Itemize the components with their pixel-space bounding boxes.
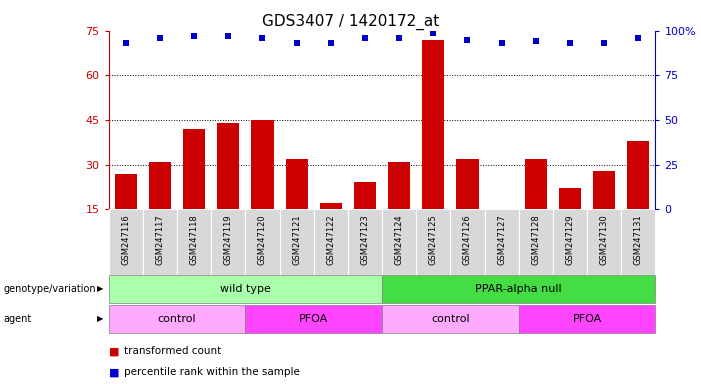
Bar xyxy=(451,209,484,275)
Bar xyxy=(285,159,308,254)
Point xyxy=(360,35,371,41)
Bar xyxy=(245,209,280,275)
Text: GSM247120: GSM247120 xyxy=(258,215,267,265)
Point xyxy=(599,40,610,46)
Point xyxy=(633,35,644,41)
Text: GSM247130: GSM247130 xyxy=(599,215,608,265)
Text: GSM247126: GSM247126 xyxy=(463,215,472,265)
Text: transformed count: transformed count xyxy=(124,346,222,356)
Text: GSM247125: GSM247125 xyxy=(429,215,438,265)
Bar xyxy=(280,209,314,275)
Text: GSM247129: GSM247129 xyxy=(566,215,575,265)
Text: GSM247123: GSM247123 xyxy=(360,215,369,265)
Point xyxy=(462,36,473,43)
Bar xyxy=(109,209,143,275)
Point xyxy=(564,40,576,46)
Text: GSM247117: GSM247117 xyxy=(156,215,165,265)
Bar xyxy=(593,170,615,254)
Bar xyxy=(621,209,655,275)
Bar xyxy=(456,159,479,254)
Bar xyxy=(217,123,239,254)
Text: GSM247118: GSM247118 xyxy=(189,215,198,265)
Bar xyxy=(320,204,342,254)
Point xyxy=(496,40,508,46)
Point xyxy=(325,40,336,46)
Bar xyxy=(388,162,410,254)
Text: GSM247121: GSM247121 xyxy=(292,215,301,265)
Point xyxy=(428,30,439,36)
Bar xyxy=(422,40,444,254)
Bar xyxy=(525,159,547,254)
Text: ■: ■ xyxy=(109,367,119,377)
Bar xyxy=(491,212,512,254)
Text: GSM247116: GSM247116 xyxy=(121,215,130,265)
Bar xyxy=(587,209,621,275)
Point xyxy=(393,35,404,41)
Bar xyxy=(382,209,416,275)
Bar xyxy=(211,209,245,275)
Bar xyxy=(416,209,451,275)
Bar xyxy=(183,129,205,254)
Text: GSM247124: GSM247124 xyxy=(395,215,404,265)
Text: agent: agent xyxy=(4,314,32,324)
Text: PFOA: PFOA xyxy=(299,314,328,324)
Bar xyxy=(354,182,376,254)
Bar xyxy=(627,141,649,254)
Bar xyxy=(314,209,348,275)
Text: percentile rank within the sample: percentile rank within the sample xyxy=(124,367,300,377)
Text: wild type: wild type xyxy=(220,284,271,294)
Text: PPAR-alpha null: PPAR-alpha null xyxy=(475,284,562,294)
Text: control: control xyxy=(158,314,196,324)
Text: GSM247119: GSM247119 xyxy=(224,215,233,265)
Bar xyxy=(484,209,519,275)
Text: genotype/variation: genotype/variation xyxy=(4,284,96,294)
Bar xyxy=(252,120,273,254)
Bar xyxy=(519,209,553,275)
Point xyxy=(154,35,165,41)
Bar xyxy=(177,209,211,275)
Bar xyxy=(559,189,581,254)
Text: PFOA: PFOA xyxy=(573,314,601,324)
Point xyxy=(530,38,541,45)
Point xyxy=(291,40,302,46)
Bar xyxy=(115,174,137,254)
Point xyxy=(257,35,268,41)
Text: GDS3407 / 1420172_at: GDS3407 / 1420172_at xyxy=(262,13,439,30)
Point xyxy=(120,40,131,46)
Point xyxy=(223,33,234,39)
Bar xyxy=(553,209,587,275)
Text: GSM247122: GSM247122 xyxy=(326,215,335,265)
Text: ▶: ▶ xyxy=(97,314,104,323)
Bar xyxy=(143,209,177,275)
Text: GSM247127: GSM247127 xyxy=(497,215,506,265)
Text: GSM247131: GSM247131 xyxy=(634,215,643,265)
Text: ■: ■ xyxy=(109,346,119,356)
Point xyxy=(189,33,200,39)
Bar xyxy=(149,162,171,254)
Text: GSM247128: GSM247128 xyxy=(531,215,540,265)
Text: control: control xyxy=(431,314,470,324)
Bar xyxy=(348,209,382,275)
Text: ▶: ▶ xyxy=(97,285,104,293)
